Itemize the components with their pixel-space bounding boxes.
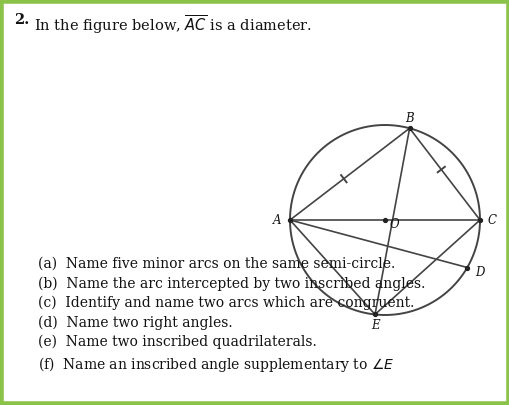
Text: 2.: 2. [14, 13, 29, 27]
Text: O: O [389, 218, 399, 231]
Text: (c)  Identify and name two arcs which are congruent.: (c) Identify and name two arcs which are… [38, 296, 414, 310]
Text: (d)  Name two right angles.: (d) Name two right angles. [38, 315, 232, 330]
Text: D: D [474, 266, 484, 279]
Text: (a)  Name five minor arcs on the same semi-circle.: (a) Name five minor arcs on the same sem… [38, 257, 394, 271]
Text: (b)  Name the arc intercepted by two inscribed angles.: (b) Name the arc intercepted by two insc… [38, 277, 425, 291]
Text: A: A [272, 213, 280, 226]
Text: (e)  Name two inscribed quadrilaterals.: (e) Name two inscribed quadrilaterals. [38, 335, 316, 350]
Text: C: C [487, 213, 496, 226]
Text: E: E [370, 319, 379, 333]
Text: B: B [405, 112, 413, 125]
Text: (f)  Name an inscribed angle supplementary to $\angle E$: (f) Name an inscribed angle supplementar… [38, 354, 393, 373]
Text: In the figure below, $\overline{AC}$ is a diameter.: In the figure below, $\overline{AC}$ is … [34, 13, 312, 36]
